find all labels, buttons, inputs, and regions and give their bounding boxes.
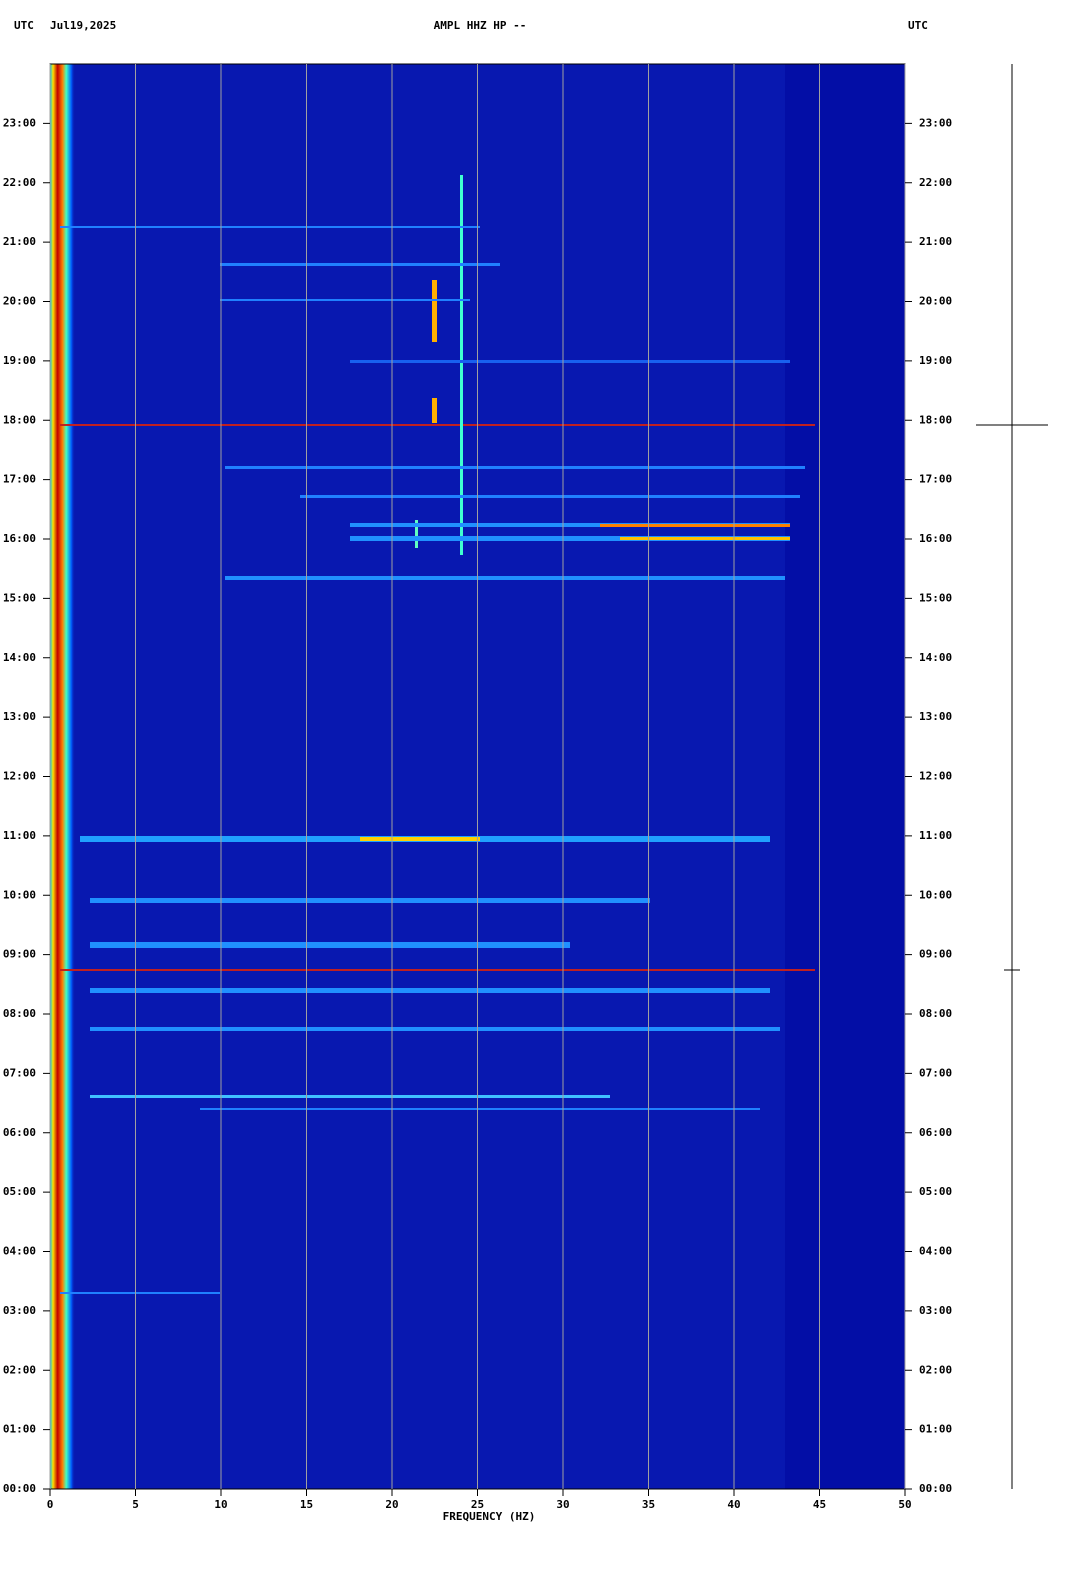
y-tick-label-right: 22:00 xyxy=(919,176,952,189)
feature-band xyxy=(620,537,790,540)
high-freq-region xyxy=(785,64,905,1489)
feature-band xyxy=(220,263,500,266)
y-tick-label-right: 20:00 xyxy=(919,295,952,308)
feature-band xyxy=(350,360,790,363)
y-tick-label: 15:00 xyxy=(3,591,36,604)
x-tick-label: 25 xyxy=(471,1498,484,1511)
feature-band xyxy=(60,226,480,228)
feature-band xyxy=(90,1095,610,1098)
low-freq-band xyxy=(50,64,75,1489)
x-tick-label: 15 xyxy=(300,1498,313,1511)
y-tick-label-right: 12:00 xyxy=(919,770,952,783)
feature-band xyxy=(350,523,790,527)
y-tick-label-right: 01:00 xyxy=(919,1423,952,1436)
y-tick-label: 20:00 xyxy=(3,295,36,308)
y-tick-label: 06:00 xyxy=(3,1126,36,1139)
feature-band xyxy=(220,299,470,301)
feature-band xyxy=(350,536,790,541)
y-tick-label: 02:00 xyxy=(3,1363,36,1376)
y-tick-label: 05:00 xyxy=(3,1185,36,1198)
y-tick-label: 18:00 xyxy=(3,413,36,426)
y-tick-label-right: 03:00 xyxy=(919,1304,952,1317)
y-tick-label-right: 09:00 xyxy=(919,948,952,961)
y-tick-label: 12:00 xyxy=(3,770,36,783)
y-tick-label-right: 19:00 xyxy=(919,354,952,367)
y-tick-label-right: 16:00 xyxy=(919,532,952,545)
y-tick-label-right: 10:00 xyxy=(919,888,952,901)
y-tick-label: 17:00 xyxy=(3,473,36,486)
y-tick-label-right: 17:00 xyxy=(919,473,952,486)
y-tick-label: 08:00 xyxy=(3,1007,36,1020)
feature-line xyxy=(432,280,437,342)
x-tick-label: 50 xyxy=(898,1498,911,1511)
x-tick-label: 40 xyxy=(727,1498,740,1511)
feature-band xyxy=(225,576,785,580)
y-tick-label-right: 00:00 xyxy=(919,1482,952,1495)
x-tick-label: 10 xyxy=(214,1498,227,1511)
y-tick-label-right: 15:00 xyxy=(919,591,952,604)
y-tick-label-right: 11:00 xyxy=(919,829,952,842)
y-tick-label: 21:00 xyxy=(3,235,36,248)
feature-band xyxy=(90,988,770,993)
chart-title: AMPL HHZ HP -- xyxy=(434,19,527,32)
y-tick-label: 14:00 xyxy=(3,651,36,664)
feature-line xyxy=(60,969,815,971)
x-axis-label: FREQUENCY (HZ) xyxy=(443,1510,536,1523)
y-tick-label-right: 08:00 xyxy=(919,1007,952,1020)
x-tick-label: 45 xyxy=(813,1498,826,1511)
y-tick-label: 07:00 xyxy=(3,1066,36,1079)
feature-band xyxy=(200,1108,760,1110)
right-label: UTC xyxy=(908,19,928,32)
feature-band xyxy=(300,495,800,498)
y-tick-label: 19:00 xyxy=(3,354,36,367)
x-tick-label: 20 xyxy=(385,1498,398,1511)
feature-line xyxy=(60,424,815,426)
x-tick-label: 30 xyxy=(556,1498,569,1511)
feature-line xyxy=(415,520,418,548)
y-tick-label-right: 07:00 xyxy=(919,1066,952,1079)
x-tick-label: 0 xyxy=(47,1498,54,1511)
feature-line xyxy=(432,398,437,423)
x-tick-label: 35 xyxy=(642,1498,655,1511)
y-tick-label-right: 04:00 xyxy=(919,1245,952,1258)
y-tick-label: 03:00 xyxy=(3,1304,36,1317)
feature-band xyxy=(60,1292,220,1294)
y-tick-label-right: 23:00 xyxy=(919,116,952,129)
y-tick-label-right: 05:00 xyxy=(919,1185,952,1198)
y-tick-label-right: 02:00 xyxy=(919,1363,952,1376)
feature-line xyxy=(460,175,463,555)
y-tick-label-right: 14:00 xyxy=(919,651,952,664)
feature-band xyxy=(225,466,805,469)
y-tick-label: 11:00 xyxy=(3,829,36,842)
y-tick-label: 00:00 xyxy=(3,1482,36,1495)
feature-band xyxy=(600,524,790,527)
y-tick-label-right: 06:00 xyxy=(919,1126,952,1139)
left-label: UTC xyxy=(14,19,34,32)
feature-band xyxy=(90,1027,780,1031)
y-tick-label-right: 18:00 xyxy=(919,413,952,426)
y-tick-label: 10:00 xyxy=(3,888,36,901)
y-tick-label: 04:00 xyxy=(3,1245,36,1258)
y-tick-label: 09:00 xyxy=(3,948,36,961)
y-tick-label: 01:00 xyxy=(3,1423,36,1436)
trace xyxy=(976,64,1048,1489)
feature-band xyxy=(90,898,650,903)
x-tick-label: 5 xyxy=(132,1498,139,1511)
y-tick-label: 16:00 xyxy=(3,532,36,545)
feature-band xyxy=(360,837,480,841)
spectrogram-features xyxy=(50,64,905,1489)
y-tick-label: 13:00 xyxy=(3,710,36,723)
y-tick-label: 23:00 xyxy=(3,116,36,129)
y-tick-label-right: 13:00 xyxy=(919,710,952,723)
y-tick-label-right: 21:00 xyxy=(919,235,952,248)
y-tick-label: 22:00 xyxy=(3,176,36,189)
date: Jul19,2025 xyxy=(50,19,116,32)
feature-band xyxy=(90,942,570,948)
